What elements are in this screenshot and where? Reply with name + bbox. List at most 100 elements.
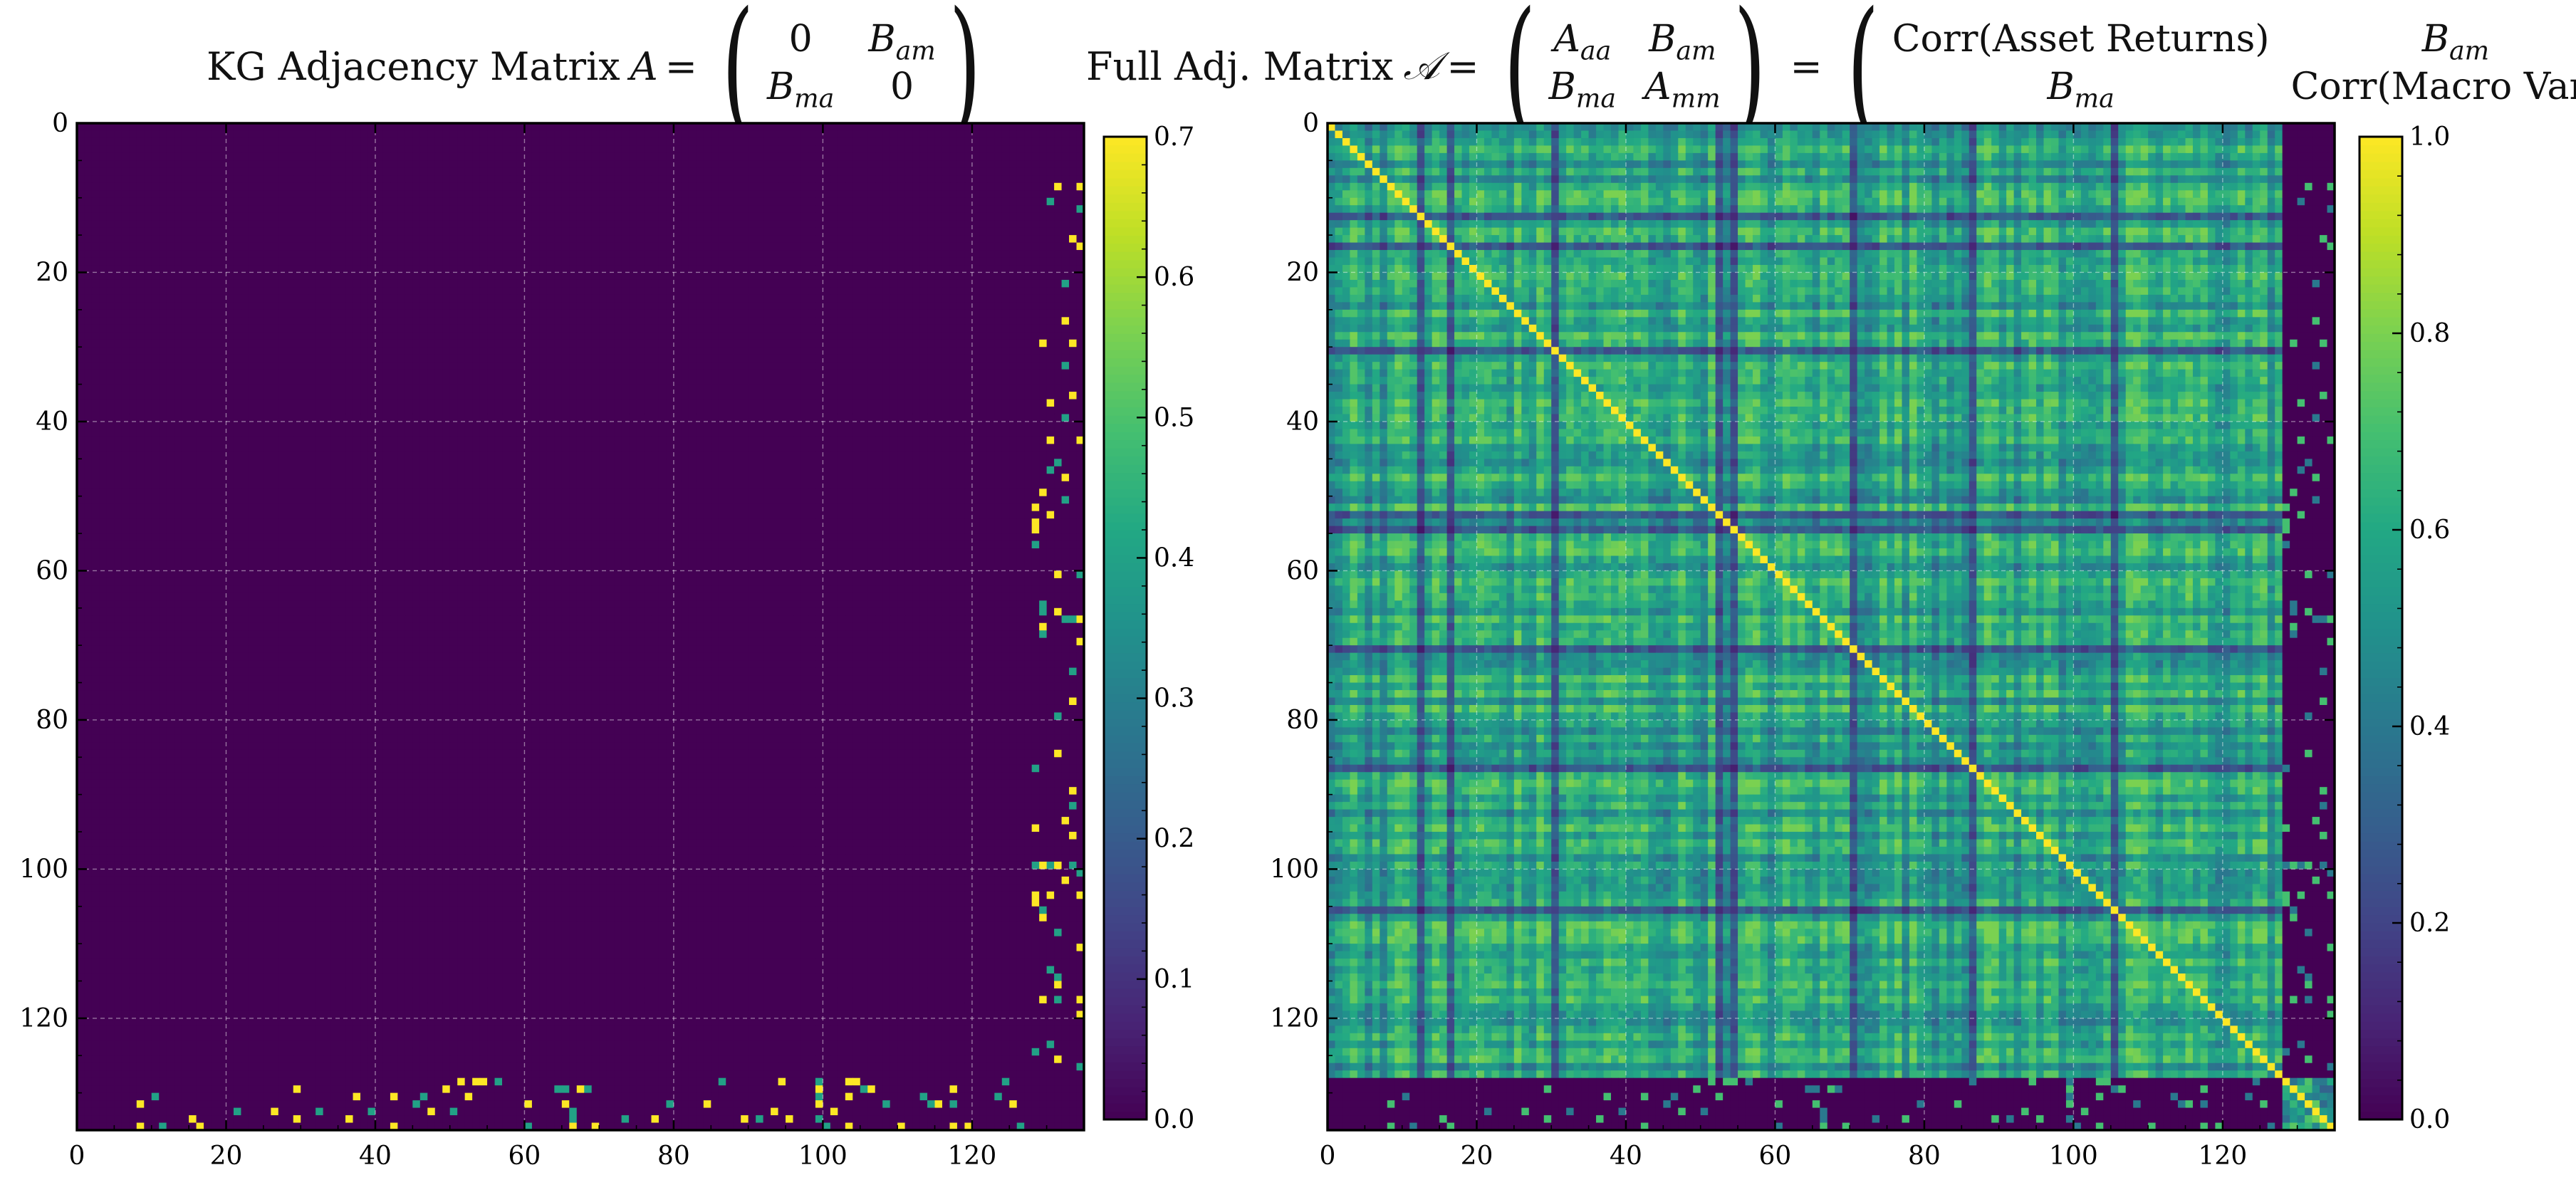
heatmap-cell	[681, 130, 689, 139]
heatmap-cell	[338, 317, 346, 325]
heatmap-cell	[382, 152, 391, 161]
heatmap-cell	[629, 324, 637, 333]
heatmap-cell	[763, 250, 771, 259]
heatmap-cell	[412, 257, 421, 266]
heatmap-cell	[509, 205, 518, 214]
heatmap-cell	[405, 152, 413, 161]
heatmap-cell	[91, 332, 100, 340]
heatmap-cell	[912, 392, 921, 400]
heatmap-cell	[576, 317, 585, 325]
heatmap-cell	[733, 309, 741, 318]
heatmap-cell	[189, 205, 197, 214]
heatmap-cell	[561, 250, 570, 259]
heatmap-cell	[569, 137, 578, 147]
heatmap-cell	[949, 302, 958, 310]
heatmap-cell	[838, 197, 846, 206]
heatmap-cell	[464, 302, 473, 310]
heatmap-cell	[733, 384, 741, 392]
heatmap-cell	[867, 287, 876, 296]
heatmap-cell	[1031, 257, 1040, 266]
heatmap-cell	[457, 332, 466, 340]
heatmap-cell	[405, 220, 413, 229]
heatmap-cell	[91, 250, 100, 259]
heatmap-cell	[949, 212, 958, 221]
heatmap-cell	[561, 190, 570, 199]
heatmap-cell	[77, 354, 85, 362]
heatmap-cell	[397, 272, 406, 281]
heatmap-cell	[375, 137, 384, 147]
heatmap-cell	[793, 369, 801, 377]
heatmap-cell	[77, 250, 85, 259]
heatmap-cell	[986, 339, 995, 348]
heatmap-cell	[375, 145, 384, 154]
heatmap-cell	[248, 235, 256, 244]
heatmap-cell	[576, 212, 585, 221]
heatmap-cell	[986, 137, 995, 147]
heatmap-cell	[786, 152, 794, 161]
heatmap-cell	[531, 182, 540, 191]
heatmap-cell	[263, 369, 271, 377]
heatmap-cell	[658, 384, 667, 392]
heatmap-cell	[472, 362, 481, 370]
heatmap-cell	[808, 123, 816, 132]
heatmap-cell	[904, 227, 913, 236]
heatmap-cell	[621, 257, 630, 266]
heatmap-cell	[576, 377, 585, 385]
heatmap-cell	[464, 354, 473, 362]
heatmap-cell	[226, 294, 234, 303]
heatmap-cell	[286, 362, 294, 370]
heatmap-cell	[673, 265, 682, 273]
heatmap-cell	[301, 332, 309, 340]
heatmap-cell	[248, 212, 256, 221]
heatmap-cell	[316, 235, 324, 244]
heatmap-cell	[1031, 130, 1040, 139]
heatmap-cell	[838, 220, 846, 229]
heatmap-cell	[808, 130, 816, 139]
heatmap-cell	[1031, 294, 1040, 303]
heatmap-cell	[666, 235, 674, 244]
heatmap-cell	[77, 362, 85, 370]
heatmap-cell	[778, 205, 786, 214]
heatmap-cell	[733, 369, 741, 377]
heatmap-cell	[323, 182, 331, 191]
heatmap-cell	[516, 197, 526, 206]
heatmap-cell	[293, 175, 301, 184]
heatmap-cell	[927, 227, 936, 236]
heatmap-cell	[912, 175, 921, 184]
heatmap-cell	[860, 347, 868, 355]
heatmap-cell	[166, 384, 174, 392]
heatmap-cell	[114, 354, 122, 362]
heatmap-cell	[748, 279, 756, 288]
heatmap-cell	[606, 145, 615, 154]
heatmap-cell	[1046, 190, 1055, 199]
heatmap-cell	[353, 227, 361, 236]
heatmap-cell	[875, 332, 883, 340]
heatmap-cell	[666, 362, 674, 370]
heatmap-cell	[651, 235, 659, 244]
heatmap-cell	[487, 257, 496, 266]
heatmap-cell	[949, 317, 958, 325]
heatmap-cell	[271, 279, 279, 288]
heatmap-cell	[241, 265, 249, 273]
heatmap-cell	[904, 145, 913, 154]
heatmap-cell	[136, 220, 145, 229]
heatmap-cell	[293, 212, 301, 221]
heatmap-cell	[375, 362, 384, 370]
heatmap-cell	[442, 137, 451, 147]
heatmap-cell	[561, 354, 570, 362]
heatmap-cell	[293, 250, 301, 259]
heatmap-cell	[1061, 137, 1070, 147]
heatmap-cell	[1069, 294, 1078, 303]
heatmap-cell	[726, 309, 734, 318]
heatmap-cell	[793, 377, 801, 385]
heatmap-cell	[219, 317, 227, 325]
heatmap-cell	[256, 362, 264, 370]
heatmap-cell	[278, 235, 286, 244]
heatmap-cell	[681, 250, 689, 259]
heatmap-cell	[405, 123, 413, 132]
heatmap-cell	[1069, 242, 1078, 251]
heatmap-cell	[367, 235, 376, 244]
heatmap-cell	[934, 197, 943, 206]
heatmap-cell	[875, 279, 883, 288]
heatmap-cell	[84, 182, 93, 191]
